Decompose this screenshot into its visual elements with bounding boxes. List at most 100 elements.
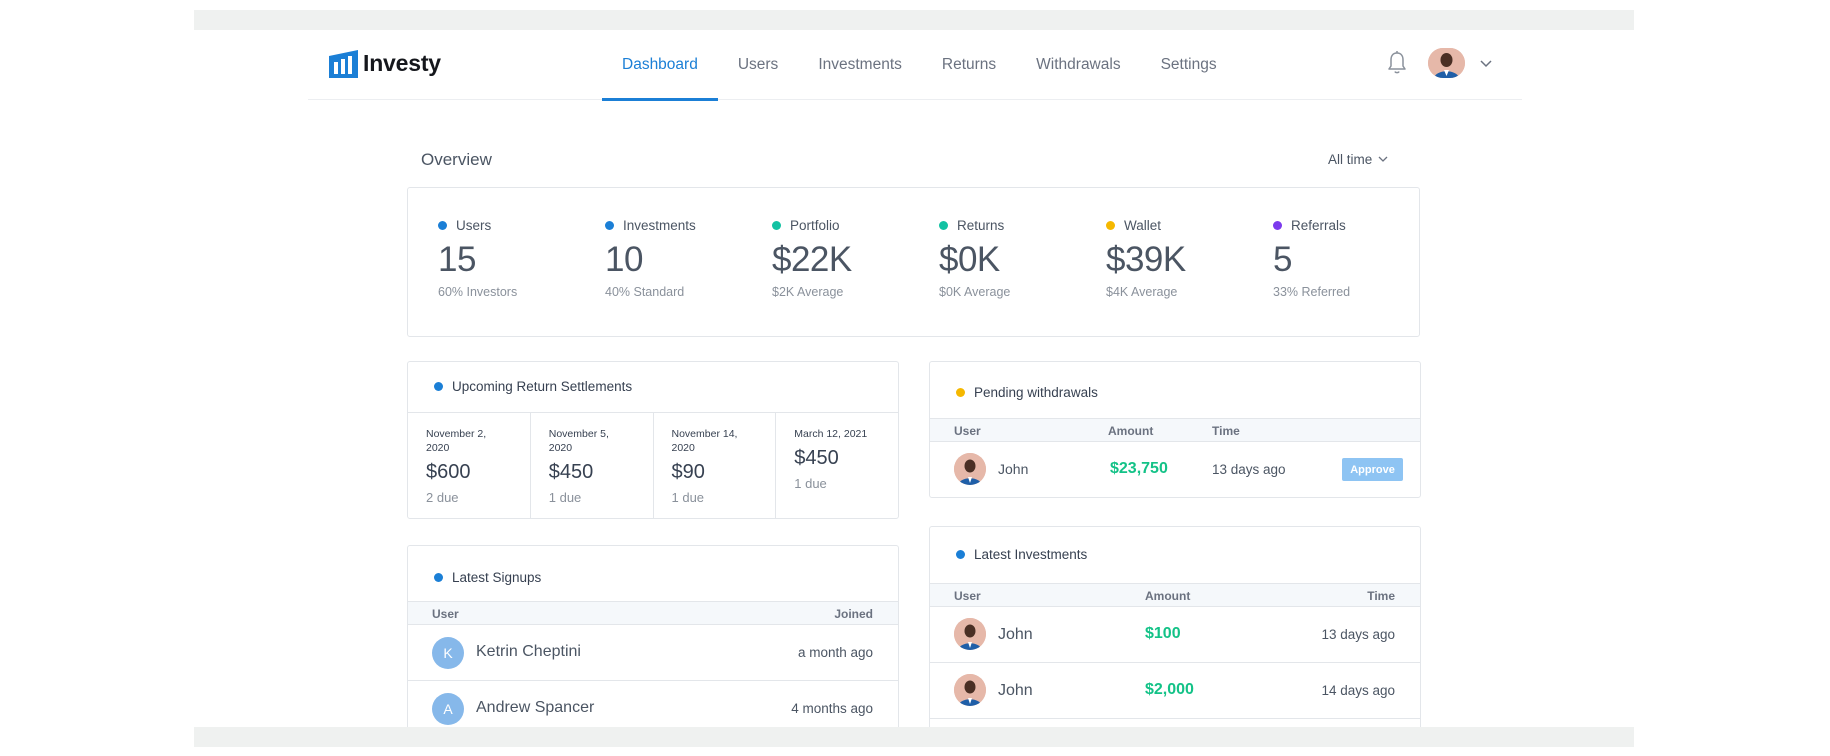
column-header-user: User <box>954 589 981 603</box>
joined-time: a month ago <box>797 645 873 660</box>
latest-signups-card: Latest Signups User Joined K Ketrin Chep… <box>407 545 899 727</box>
time-range-dropdown[interactable]: All time <box>1328 152 1388 167</box>
stat-label: Referrals <box>1291 218 1346 233</box>
chevron-down-icon <box>1378 156 1388 162</box>
stat-referrals[interactable]: Referrals 5 33% Referred <box>1273 218 1433 299</box>
settlement-item[interactable]: November 5, 2020 $450 1 due <box>531 413 654 519</box>
card-title: Latest Signups <box>452 570 542 585</box>
stat-label: Users <box>456 218 492 233</box>
bell-icon[interactable] <box>1385 50 1409 76</box>
table-header: User Amount Time <box>930 583 1420 607</box>
settlement-amount: $450 <box>794 447 839 469</box>
stat-portfolio[interactable]: Portfolio $22K $2K Average <box>772 218 932 299</box>
settlement-date: November 14, 2020 <box>671 428 738 454</box>
approve-button[interactable]: Approve <box>1342 458 1403 481</box>
dashboard-page: Investy Dashboard Users Investments Retu… <box>194 30 1634 727</box>
stat-sub: 60% Investors <box>438 285 518 299</box>
avatar <box>954 453 986 485</box>
investment-amount: $2,000 <box>1145 681 1194 698</box>
settlement-item[interactable]: November 2, 2020 $600 2 due <box>408 413 531 519</box>
header-dot <box>434 382 443 391</box>
nav-investments[interactable]: Investments <box>818 56 902 73</box>
table-row[interactable]: K Ketrin Cheptini a month ago <box>408 625 898 681</box>
column-header-user: User <box>954 424 981 438</box>
investment-amount: $100 <box>1145 625 1181 642</box>
settlement-amount: $450 <box>548 461 594 483</box>
overview-stats-card: Users 15 60% Investors Investments 10 40… <box>407 187 1420 337</box>
nav-users[interactable]: Users <box>737 56 779 73</box>
table-row[interactable]: A Andrew Spancer 4 months ago <box>408 681 898 727</box>
stat-dot <box>605 221 614 230</box>
settlement-item[interactable]: November 14, 2020 $90 1 due <box>654 413 777 519</box>
settlement-due: 2 due <box>426 490 459 505</box>
card-header: Upcoming Return Settlements <box>434 379 632 394</box>
investment-time: 14 days ago <box>1321 683 1395 698</box>
settlement-date: November 2, 2020 <box>426 428 487 454</box>
user-avatar[interactable] <box>1428 48 1465 78</box>
latest-investments-card: Latest Investments User Amount Time John… <box>929 526 1421 727</box>
stat-sub: 40% Standard <box>605 285 685 299</box>
avatar: K <box>432 637 464 669</box>
joined-time: 4 months ago <box>791 701 873 716</box>
overview-title: Overview <box>421 150 492 169</box>
card-header: Latest Investments <box>956 547 1087 562</box>
column-header-joined: Joined <box>834 607 873 621</box>
table-row[interactable]: John $100 13 days ago <box>930 607 1420 663</box>
stat-investments[interactable]: Investments 10 40% Standard <box>605 218 765 299</box>
stat-label: Wallet <box>1124 218 1162 233</box>
header-dot <box>956 550 965 559</box>
main-nav: Dashboard Users Investments Returns With… <box>602 30 1237 101</box>
browser-frame-bottom <box>194 727 1634 747</box>
header-dot <box>956 388 965 397</box>
stat-value: $39K <box>1106 240 1186 279</box>
nav-withdrawals[interactable]: Withdrawals <box>1036 56 1121 73</box>
settlements-grid: November 2, 2020 $600 2 due November 5, … <box>408 412 898 519</box>
stat-value: $22K <box>772 240 852 279</box>
stat-value: 15 <box>438 240 476 279</box>
pending-withdrawals-card: Pending withdrawals User Amount Time Joh… <box>929 361 1421 498</box>
top-navbar: Investy Dashboard Users Investments Retu… <box>308 30 1522 101</box>
nav-dashboard[interactable]: Dashboard <box>602 30 718 101</box>
table-row[interactable]: John $23,750 13 days ago Approve <box>930 442 1420 498</box>
card-header: Latest Signups <box>434 570 541 585</box>
stat-label: Portfolio <box>790 218 840 233</box>
browser-frame-top <box>194 10 1634 30</box>
chevron-down-icon[interactable] <box>1480 60 1492 68</box>
user-name: Andrew Spancer <box>476 699 595 716</box>
stat-wallet[interactable]: Wallet $39K $4K Average <box>1106 218 1266 299</box>
settlement-due: 1 due <box>548 490 582 505</box>
stat-returns[interactable]: Returns $0K $0K Average <box>939 218 1099 299</box>
card-title: Pending withdrawals <box>974 385 1098 400</box>
column-header-amount: Amount <box>1108 424 1154 438</box>
brand-logo[interactable]: Investy <box>328 48 441 79</box>
nav-returns[interactable]: Returns <box>941 56 997 73</box>
user-name: Ketrin Cheptini <box>476 643 581 660</box>
table-header: User Amount Time <box>930 418 1420 442</box>
stat-dot <box>772 221 781 230</box>
stat-dot <box>939 221 948 230</box>
stat-label: Returns <box>957 218 1005 233</box>
investment-time: 13 days ago <box>1321 627 1395 642</box>
brand-name: Investy <box>363 50 441 76</box>
settlement-amount: $600 <box>426 461 471 483</box>
column-header-time: Time <box>1212 424 1240 438</box>
card-title: Latest Investments <box>974 547 1088 562</box>
header-dot <box>434 573 443 582</box>
settlement-amount: $90 <box>671 461 705 483</box>
stat-users[interactable]: Users 15 60% Investors <box>438 218 598 299</box>
withdrawal-time: 13 days ago <box>1212 462 1286 477</box>
settlement-date: November 5, 2020 <box>548 428 609 454</box>
stat-dot <box>1106 221 1115 230</box>
nav-settings[interactable]: Settings <box>1160 56 1217 73</box>
column-header-user: User <box>432 607 459 621</box>
settlement-item[interactable]: March 12, 2021 $450 1 due <box>776 413 898 519</box>
user-name: John <box>998 626 1033 643</box>
stat-sub: $4K Average <box>1106 285 1178 299</box>
stat-dot <box>1273 221 1282 230</box>
stat-label: Investments <box>623 218 696 233</box>
stat-sub: $2K Average <box>772 285 844 299</box>
withdrawal-amount: $23,750 <box>1110 460 1168 477</box>
column-header-time: Time <box>1367 589 1395 603</box>
table-row[interactable]: John $2,000 14 days ago <box>930 663 1420 719</box>
table-header: User Joined <box>408 601 898 625</box>
